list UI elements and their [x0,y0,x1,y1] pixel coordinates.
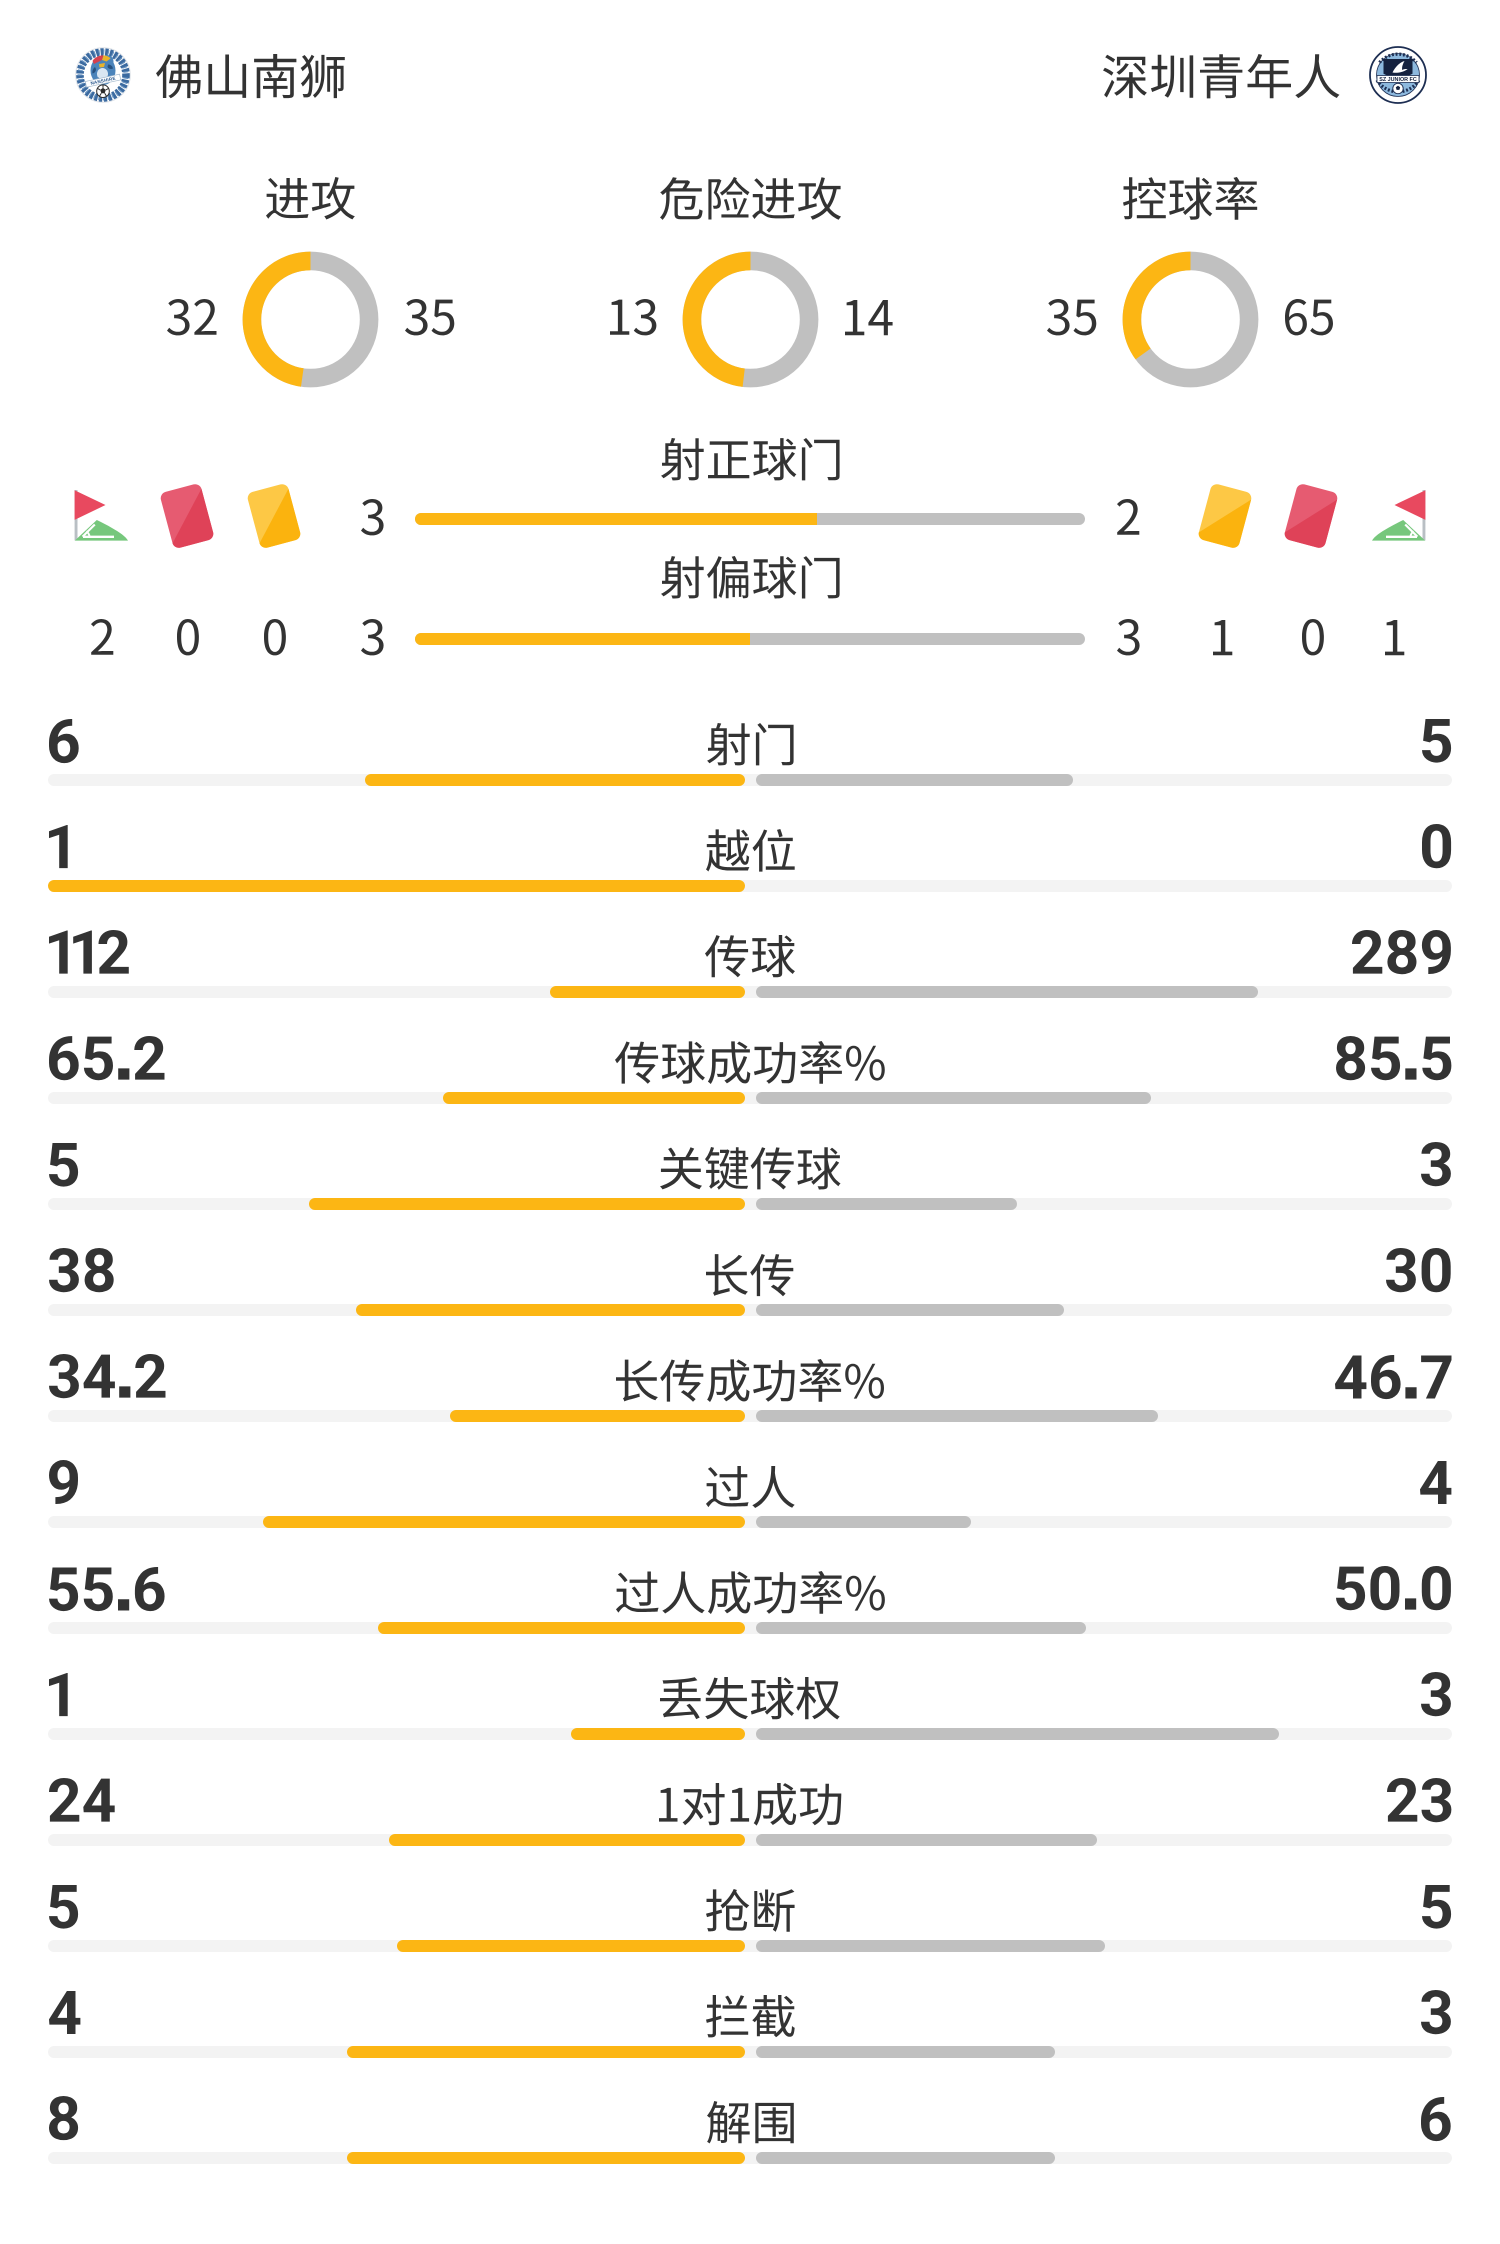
svg-text:SZ JUNIOR FC: SZ JUNIOR FC [1379,77,1417,83]
svg-text:NANSHIRE: NANSHIRE [90,76,116,86]
